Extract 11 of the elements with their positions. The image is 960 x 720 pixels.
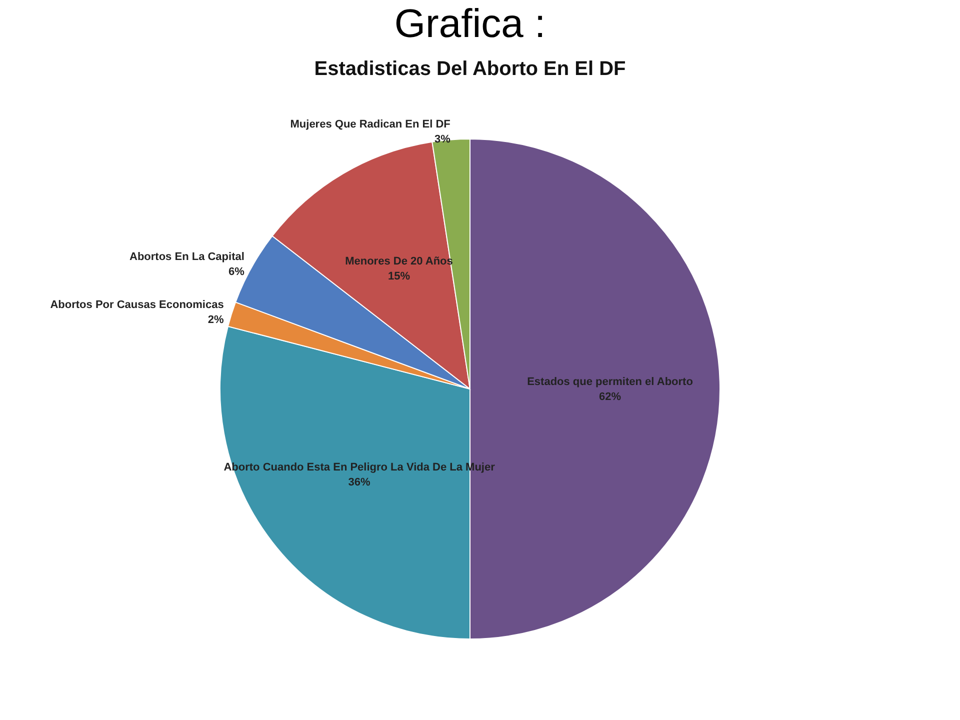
chart-title: Grafica : [394, 2, 546, 46]
data-label: 6% [228, 266, 245, 278]
slice-label: Estados que permiten el Aborto [527, 376, 694, 388]
slice-label: Abortos Por Causas Economicas [50, 298, 224, 311]
data-label: 62% [598, 391, 622, 403]
data-label: 36% [348, 476, 371, 489]
data-label: 2% [208, 314, 224, 326]
chart-subtitle: Estadisticas Del Aborto En El DF [314, 58, 626, 80]
data-label: 15% [388, 270, 410, 282]
slice-label: Mujeres Que Radican En El DF [290, 118, 451, 131]
slice-label: Abortos En La Capital [130, 250, 244, 263]
